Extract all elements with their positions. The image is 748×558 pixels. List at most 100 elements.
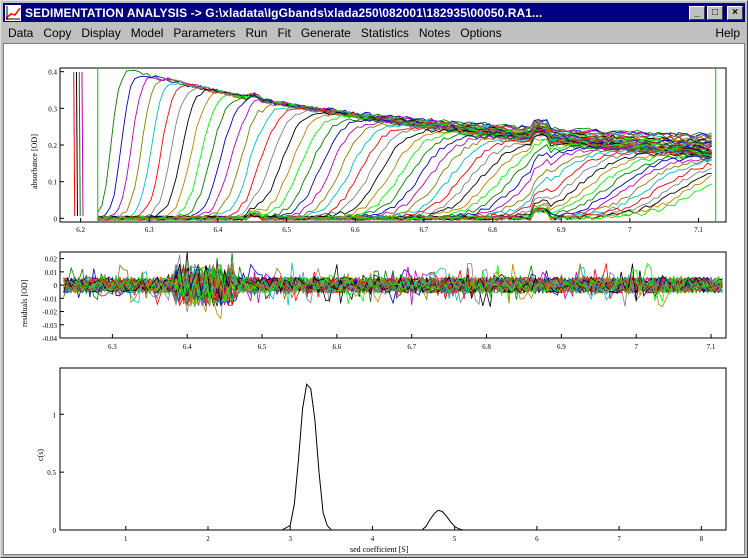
cs-distribution: [84, 383, 722, 531]
menu-parameters[interactable]: Parameters: [173, 25, 236, 40]
absorbance-scan: [97, 75, 712, 218]
window-title: SEDIMENTATION ANALYSIS -> G:\xladata\IgG…: [25, 5, 543, 20]
residuals-y-label: residuals [OD]: [20, 279, 29, 327]
menu-data[interactable]: Data: [8, 25, 34, 40]
meniscus-spike: [73, 71, 76, 217]
residual-trace: [63, 264, 723, 307]
close-icon: ×: [732, 6, 738, 18]
meniscus-spike: [78, 71, 81, 217]
y-tick-label: -0.02: [42, 309, 57, 317]
residuals-y-ticks: 0.02 0.01 0 -0.01 -0.02 -0.03 -0.04: [42, 256, 64, 343]
maximize-icon: □: [711, 6, 719, 18]
absorbance-scan: [97, 183, 712, 221]
absorbance-x-ticks: 6.2 6.3 6.4 6.5 6.6 6.7 6.8 6.9 7 7.1: [76, 218, 703, 234]
minimize-button[interactable]: _: [689, 5, 705, 20]
plot-area: 0.4 0.3 0.2 0.1 0 6.2 6.3 6.4 6.5 6.6 6.7 6.8 6.9 7 7…: [3, 43, 745, 555]
x-tick-label: 2: [206, 535, 210, 543]
x-tick-label: 6.4: [214, 226, 223, 234]
y-tick-label: 0.1: [48, 179, 57, 187]
menu-generate[interactable]: Generate: [300, 25, 351, 40]
y-tick-label: 0.01: [45, 269, 58, 277]
cs-curve: [84, 383, 722, 531]
x-tick-label: 6.8: [488, 226, 497, 234]
x-tick-label: 6.9: [557, 226, 566, 234]
y-tick-label: -0.04: [42, 335, 57, 343]
menu-statistics[interactable]: Statistics: [360, 25, 409, 40]
residuals-frame: [59, 251, 727, 339]
x-tick-label: 7.1: [694, 226, 703, 234]
x-tick-label: 6.9: [557, 343, 566, 351]
close-button[interactable]: ×: [727, 5, 743, 20]
x-tick-label: 3: [288, 535, 292, 543]
menu-options[interactable]: Options: [460, 25, 502, 40]
menu-help[interactable]: Help: [715, 25, 740, 40]
y-tick-label: 0.3: [48, 105, 57, 113]
x-tick-label: 8: [700, 535, 704, 543]
y-tick-label: 0: [53, 527, 57, 535]
residual-trace: [63, 262, 723, 307]
y-tick-label: 0.02: [45, 256, 58, 264]
residuals-x-ticks: 6.3 6.4 6.5 6.6 6.7 6.8 6.9 7 7.1: [108, 334, 716, 351]
menu-fit[interactable]: Fit: [277, 25, 291, 40]
x-tick-label: 6.7: [420, 226, 429, 234]
x-tick-label: 7: [628, 226, 632, 234]
x-tick-label: 7: [634, 343, 638, 351]
x-tick-label: 5: [453, 535, 457, 543]
absorbance-scans: [73, 69, 712, 221]
menu-model[interactable]: Model: [130, 25, 164, 40]
distribution-x-ticks: 1 2 3 4 5 6 7 8: [124, 526, 704, 543]
x-tick-label: 6.7: [407, 343, 416, 351]
x-tick-label: 6: [535, 535, 539, 543]
residual-traces: [63, 251, 723, 320]
x-tick-label: 6.6: [333, 343, 342, 351]
residuals-panel: 0.020.010-0.01-0.02-0.03-0.04 6.3 6.4 6.5 6…: [20, 251, 727, 351]
app-icon: [5, 4, 21, 21]
title-bar[interactable]: SEDIMENTATION ANALYSIS -> G:\xladata\IgG…: [3, 3, 745, 22]
maximize-button[interactable]: □: [707, 5, 723, 20]
y-tick-label: -0.01: [42, 295, 57, 303]
x-tick-label: 6.3: [145, 226, 154, 234]
meniscus-spike: [75, 71, 78, 217]
x-tick-label: 1: [124, 535, 128, 543]
absorbance-y-ticks: 0.4 0.3 0.2 0.1 0: [48, 69, 64, 223]
x-tick-label: 4: [371, 535, 375, 543]
x-tick-label: 7: [617, 535, 621, 543]
absorbance-scan: [97, 174, 712, 221]
absorbance-scan: [97, 145, 712, 221]
x-tick-label: 6.5: [258, 343, 267, 351]
distribution-y-ticks: 10.50: [47, 411, 64, 535]
y-tick-label: 0: [54, 282, 58, 290]
y-tick-label: 0.2: [48, 142, 57, 150]
absorbance-panel: 0.4 0.3 0.2 0.1 0 6.2 6.3 6.4 6.5 6.6 6.7 6.8 6.9 7 7…: [30, 67, 727, 234]
menu-notes[interactable]: Notes: [418, 25, 451, 40]
distribution-y-label: c(s): [36, 449, 45, 461]
menu-run[interactable]: Run: [245, 25, 268, 40]
menu-bar: Data Copy Display Model Parameters Run F…: [3, 23, 745, 42]
plots-canvas: 0.4 0.3 0.2 0.1 0 6.2 6.3 6.4 6.5 6.6 6.7 6.8 6.9 7 7…: [20, 67, 727, 554]
residual-trace: [63, 264, 723, 307]
x-tick-label: 6.8: [482, 343, 491, 351]
meniscus-spike: [81, 71, 84, 217]
y-tick-label: 0: [54, 215, 58, 223]
distribution-frame: [59, 367, 727, 531]
fit-limit-markers[interactable]: [97, 68, 717, 222]
menu-display[interactable]: Display: [81, 25, 121, 40]
x-tick-label: 6.6: [351, 226, 360, 234]
x-tick-label: 6.5: [282, 226, 291, 234]
distribution-x-label: sed coefficient [S]: [350, 545, 409, 554]
y-tick-label: 0.5: [47, 469, 56, 477]
x-tick-label: 6.3: [108, 343, 117, 351]
y-tick-label: 0.4: [48, 69, 57, 77]
absorbance-scan: [97, 138, 712, 221]
y-tick-label: 1: [53, 411, 57, 419]
x-tick-label: 6.4: [183, 343, 192, 351]
absorbance-scan: [97, 112, 712, 221]
minimize-icon: _: [694, 6, 700, 18]
residual-trace: [63, 262, 723, 305]
absorbance-y-label: absorbance [OD]: [30, 134, 39, 189]
x-tick-label: 6.2: [76, 226, 85, 234]
menu-copy[interactable]: Copy: [43, 25, 72, 40]
x-tick-label: 7.1: [707, 343, 716, 351]
